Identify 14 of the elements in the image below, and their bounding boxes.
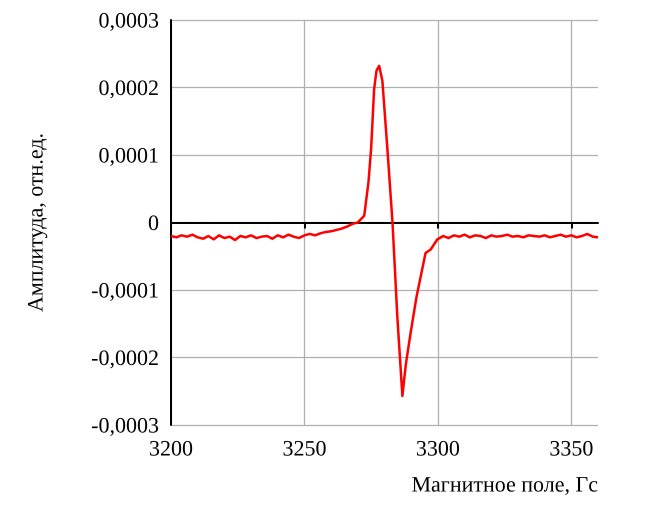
y-tick-label: -0,0003	[91, 412, 159, 438]
y-tick-label: 0,0001	[98, 142, 159, 168]
x-tick-label: 3250	[282, 436, 326, 460]
y-axis-title: Амплитуда, отн.ед.	[22, 133, 48, 312]
x-tick-label: 3350	[549, 436, 594, 460]
line-series	[170, 64, 600, 398]
x-tick-label: 3300	[416, 436, 460, 460]
x-axis-title: Магнитное поле, Гс	[411, 472, 598, 496]
x-tick-label: 3200	[149, 436, 193, 460]
y-tick-label: 0	[148, 210, 159, 235]
y-tick-label: 0,0002	[98, 75, 159, 100]
y-tick-label: -0,0001	[91, 278, 159, 302]
y-tick-label: -0,0002	[91, 345, 159, 370]
y-tick-label: 0,0003	[98, 8, 159, 32]
